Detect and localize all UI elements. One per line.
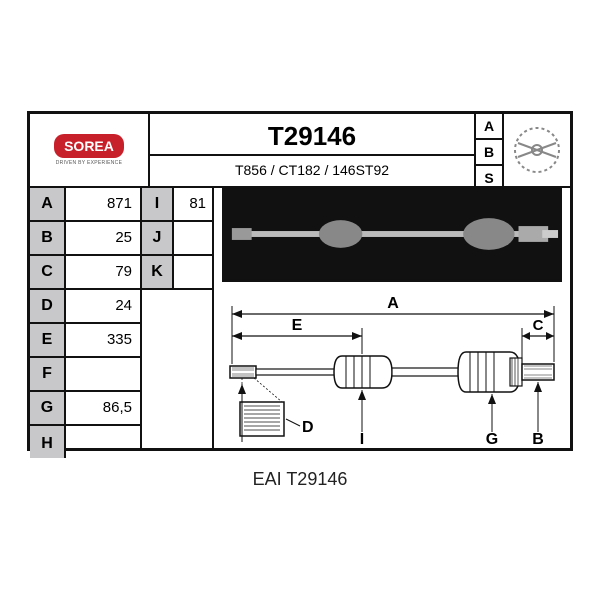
steering-icon bbox=[510, 123, 564, 177]
header: SOREA DRIVEN BY EXPERIENCE T29146 T856 /… bbox=[30, 114, 570, 188]
dimensions-col2: I81 J K bbox=[142, 188, 214, 448]
body: A871 B25 C79 D24 E335 F G86,5 H I81 J K bbox=[30, 188, 570, 448]
table-row: G86,5 bbox=[30, 390, 140, 424]
title-box: T29146 T856 / CT182 / 146ST92 bbox=[150, 114, 476, 186]
table-row: J bbox=[142, 220, 212, 254]
dim-label-b: B bbox=[532, 431, 544, 448]
table-row: D24 bbox=[30, 288, 140, 322]
dim-label-c: C bbox=[533, 317, 544, 334]
table-row: I81 bbox=[142, 188, 212, 220]
table-row: H bbox=[30, 424, 140, 458]
abs-letter-s: S bbox=[476, 164, 502, 190]
brand-logo-box: SOREA DRIVEN BY EXPERIENCE bbox=[30, 114, 150, 186]
table-row: A871 bbox=[30, 188, 140, 220]
part-photo bbox=[222, 188, 562, 282]
brand-logo: SOREA bbox=[54, 134, 124, 158]
table-row: B25 bbox=[30, 220, 140, 254]
part-number: T29146 bbox=[150, 114, 474, 156]
blank-area bbox=[142, 288, 212, 448]
dim-label-g: G bbox=[486, 431, 498, 448]
diagram-svg: A E C bbox=[214, 284, 570, 448]
table-row: E335 bbox=[30, 322, 140, 356]
dim-label-e: E bbox=[292, 317, 303, 334]
content-area: A E C bbox=[214, 188, 570, 448]
dimensions-col1: A871 B25 C79 D24 E335 F G86,5 H bbox=[30, 188, 142, 448]
abs-icon bbox=[504, 114, 570, 186]
brand-subtitle: DRIVEN BY EXPERIENCE bbox=[56, 160, 122, 166]
caption: EAI T29146 bbox=[253, 469, 348, 490]
dim-label-i: I bbox=[360, 431, 364, 448]
dim-label-d: D bbox=[302, 419, 314, 436]
photo-svg bbox=[222, 188, 562, 280]
abs-letter-b: B bbox=[476, 138, 502, 164]
dimension-diagram: A E C bbox=[214, 284, 570, 448]
dim-label-a: A bbox=[387, 295, 399, 312]
spec-card: SOREA DRIVEN BY EXPERIENCE T29146 T856 /… bbox=[27, 111, 573, 451]
table-row: K bbox=[142, 254, 212, 288]
abs-letter-a: A bbox=[476, 114, 502, 138]
abs-letters: A B S bbox=[476, 114, 504, 186]
cross-refs: T856 / CT182 / 146ST92 bbox=[150, 156, 474, 184]
table-row: C79 bbox=[30, 254, 140, 288]
table-row: F bbox=[30, 356, 140, 390]
